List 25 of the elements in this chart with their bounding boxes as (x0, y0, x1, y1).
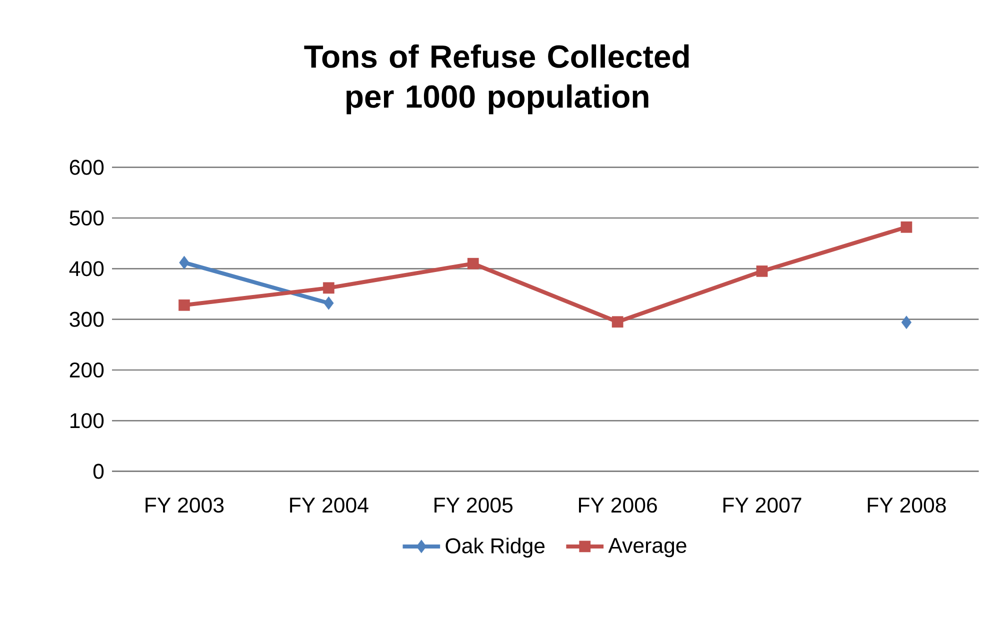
y-tick-label: 300 (70, 312, 104, 327)
point (612, 316, 624, 328)
y-tick-label: 400 (69, 261, 104, 276)
point (901, 316, 912, 330)
point (179, 256, 190, 270)
x-tick-label: FY 2007 (723, 498, 802, 513)
y-tick-label: 100 (70, 413, 104, 428)
point (322, 282, 334, 294)
point (467, 258, 479, 270)
x-tick-label: FY 2003 (146, 498, 224, 513)
point (900, 221, 912, 233)
point (324, 296, 334, 310)
x-tick-label: FY 2006 (578, 498, 657, 513)
y-tick-label: 0 (93, 464, 104, 479)
chart-title: Tons of Refuse Collected per 1000 population (304, 44, 689, 114)
y-tick-label: 200 (70, 362, 104, 378)
point (178, 299, 190, 311)
legend-label: Oak Ridge (446, 538, 545, 558)
x-tick-label: FY 2008 (868, 498, 946, 513)
x-tick-label: FY 2005 (434, 498, 513, 513)
y-tick-label: 500 (70, 210, 104, 226)
y-tick-label: 600 (70, 160, 104, 175)
legend-label: Average (608, 538, 686, 558)
point (756, 266, 768, 277)
x-tick-label: FY 2004 (290, 498, 368, 513)
